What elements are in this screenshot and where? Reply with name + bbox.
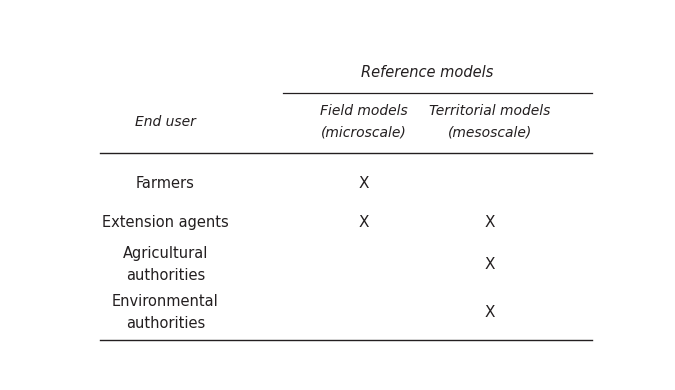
Text: X: X (485, 305, 495, 320)
Text: X: X (359, 176, 369, 191)
Text: authorities: authorities (126, 316, 205, 332)
Text: Extension agents: Extension agents (102, 215, 229, 230)
Text: Field models: Field models (321, 105, 408, 118)
Text: Reference models: Reference models (361, 65, 493, 80)
Text: (microscale): (microscale) (321, 126, 407, 139)
Text: X: X (485, 257, 495, 272)
Text: X: X (359, 215, 369, 230)
Text: Farmers: Farmers (136, 176, 195, 191)
Text: X: X (485, 215, 495, 230)
Text: Environmental: Environmental (112, 294, 219, 308)
Text: authorities: authorities (126, 268, 205, 284)
Text: End user: End user (135, 115, 196, 129)
Text: Territorial models: Territorial models (429, 105, 551, 118)
Text: Agricultural: Agricultural (123, 246, 208, 261)
Text: (mesoscale): (mesoscale) (448, 126, 532, 139)
